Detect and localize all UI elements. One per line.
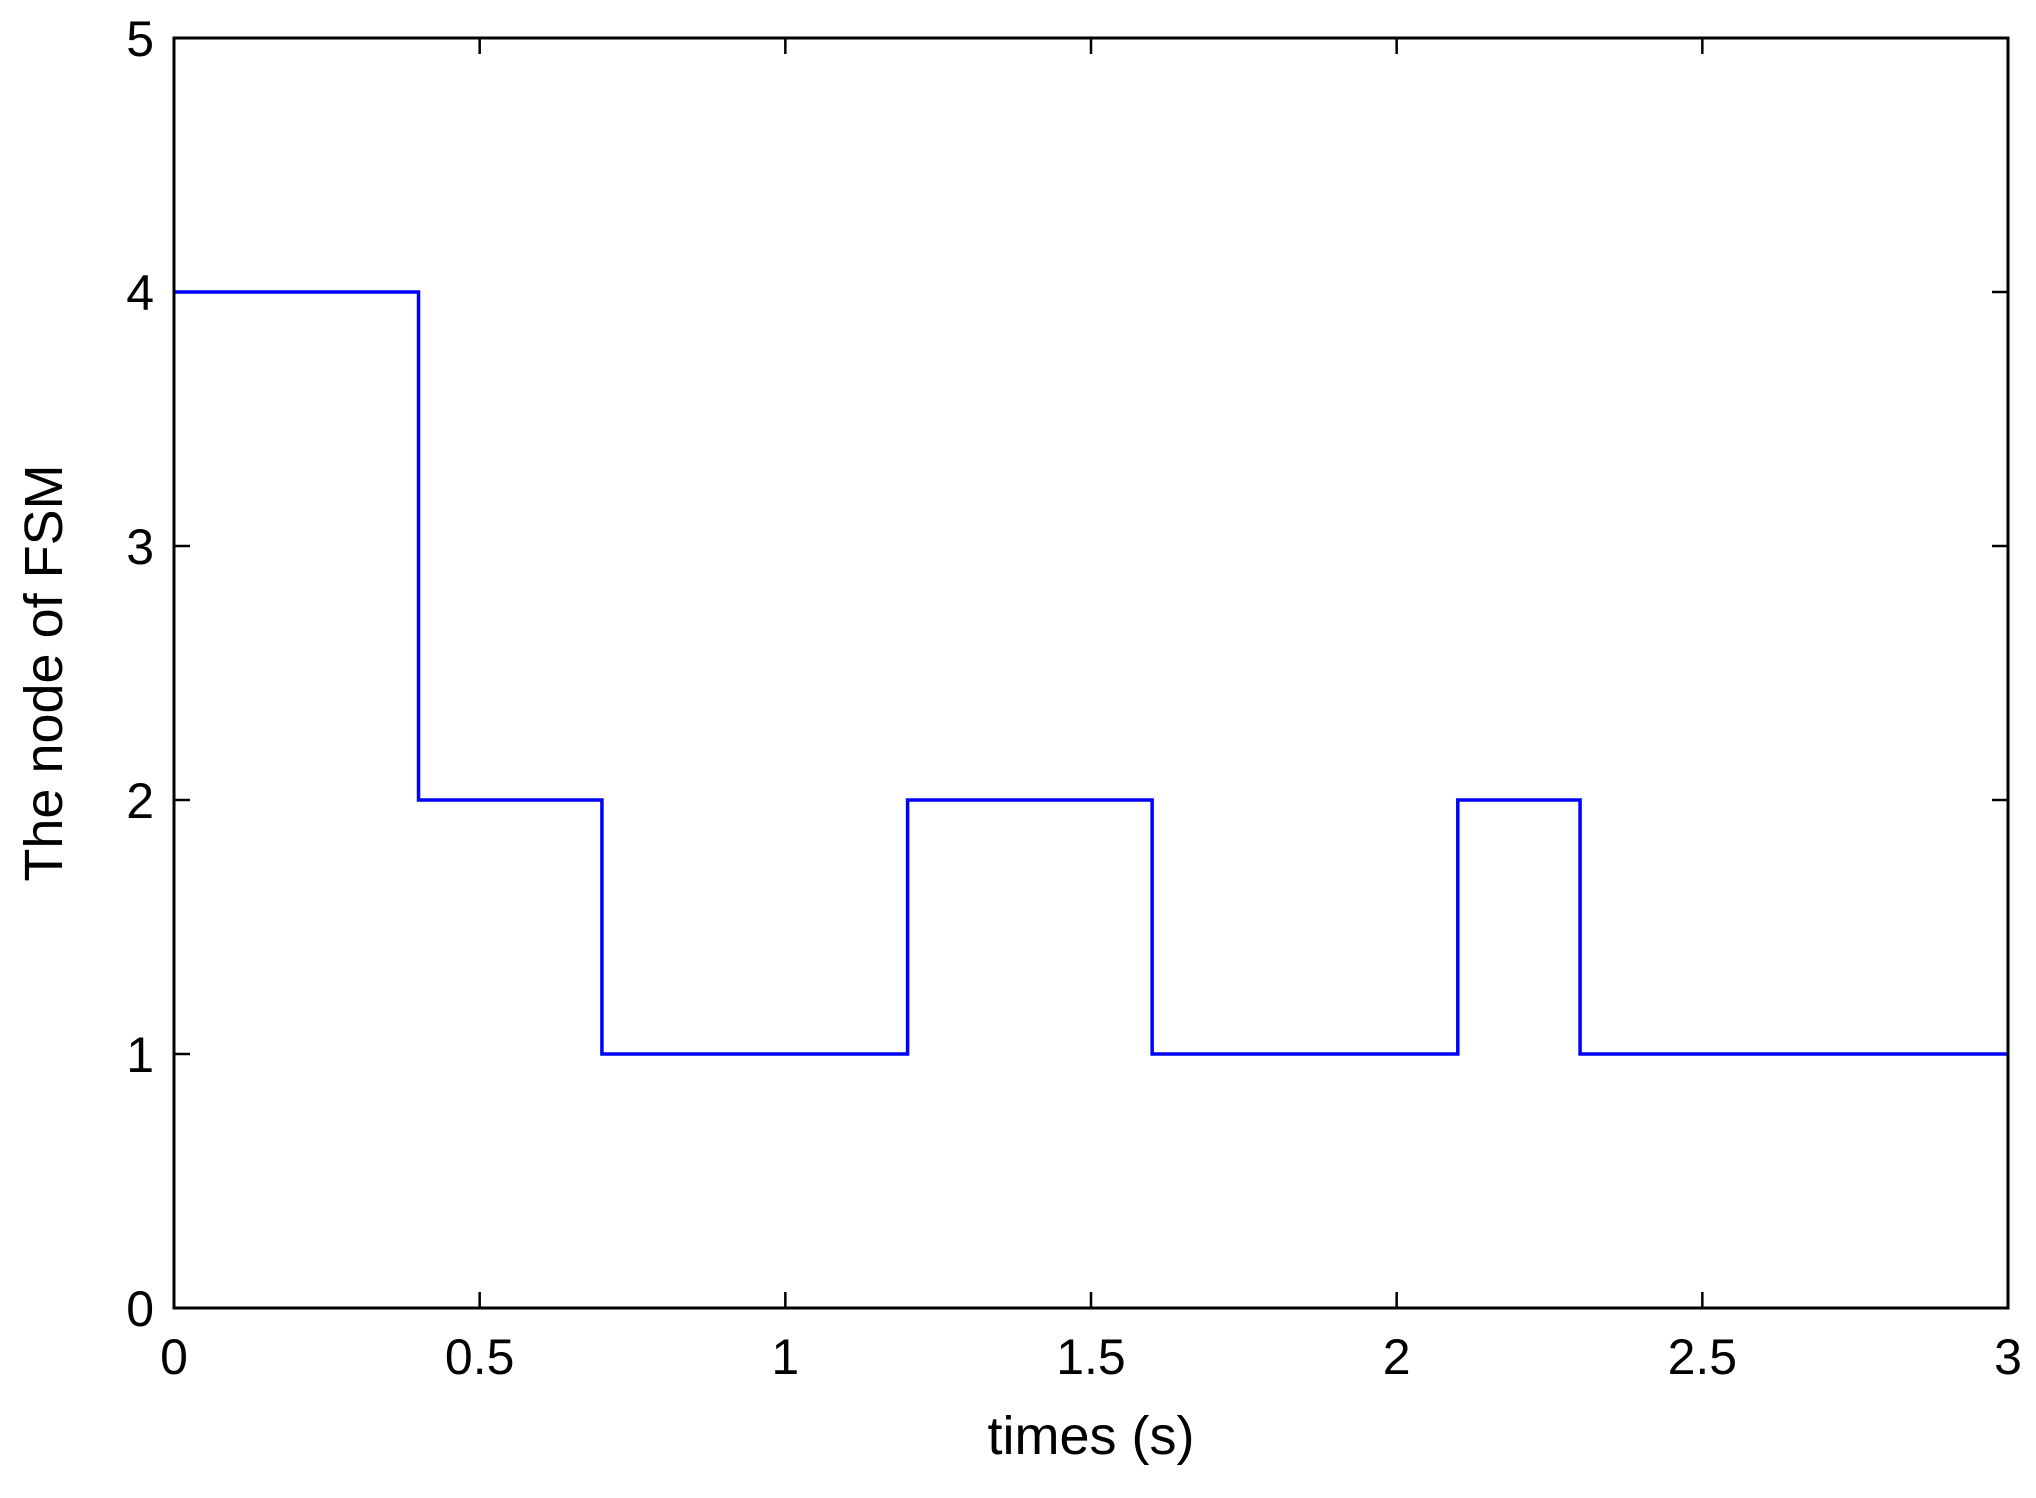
x-tick-label: 3 [1994, 1329, 2022, 1385]
y-tick-label: 4 [126, 265, 154, 321]
y-tick-label: 0 [126, 1281, 154, 1337]
x-tick-label: 1 [771, 1329, 799, 1385]
series-line-0 [174, 290, 2008, 1056]
x-tick-label: 2.5 [1668, 1329, 1738, 1385]
y-tick-label: 5 [126, 11, 154, 67]
x-axis-label: times (s) [988, 1406, 1195, 1466]
series-layer [174, 290, 2008, 1056]
x-tick-label: 0 [160, 1329, 188, 1385]
x-tick-label: 2 [1383, 1329, 1411, 1385]
y-tick-label: 3 [126, 519, 154, 575]
plot-area-frame [172, 36, 2010, 1310]
y-axis-label: The node of FSM [14, 464, 74, 881]
y-tick-label: 1 [126, 1027, 154, 1083]
x-tick-label: 0.5 [445, 1329, 515, 1385]
x-tick-label: 1.5 [1056, 1329, 1126, 1385]
y-tick-label: 2 [126, 773, 154, 829]
tick-labels: 0 0.5 1 1.5 2 2.5 3 0 1 2 3 4 5 [126, 11, 2022, 1385]
